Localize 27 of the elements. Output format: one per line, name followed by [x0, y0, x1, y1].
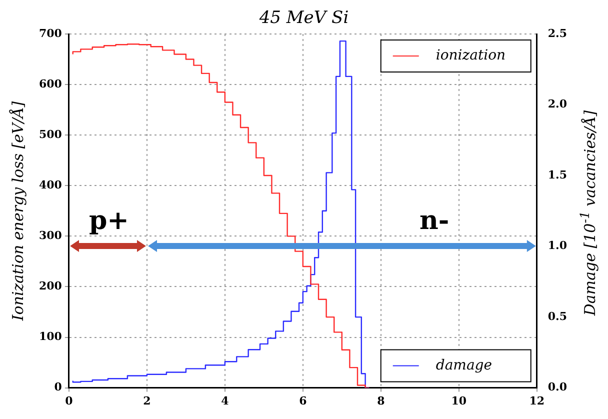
x-tick-label: 10 [451, 394, 467, 408]
y2-tick-label: 0.0 [548, 380, 568, 394]
y-tick-label: 400 [38, 178, 62, 192]
legend-label: damage [436, 357, 492, 374]
y-tick-label: 300 [38, 229, 62, 242]
x-tick-label: 4 [221, 394, 230, 408]
annotation: p+ [88, 206, 129, 236]
y2-tick-label: 2.0 [548, 98, 568, 111]
x-tick-label: 2 [143, 394, 151, 408]
chart-title: 45 MeV Si [258, 8, 350, 28]
y-tick-label: 500 [38, 128, 62, 141]
y-tick-label: 700 [38, 26, 62, 40]
x-tick-label: 12 [529, 394, 545, 408]
y2-tick-label: 0.5 [548, 310, 568, 323]
y2-tick-label: 1.0 [548, 239, 568, 252]
annotation: n- [419, 206, 450, 236]
legend-label: ionization [436, 48, 506, 64]
y2-tick-label: 2.5 [548, 26, 568, 40]
y-axis-title: Ionization energy loss [eV/Å] [9, 100, 27, 320]
y-tick-label: 200 [38, 280, 62, 293]
x-tick-label: 0 [65, 394, 74, 408]
x-tick-label: 6 [299, 394, 308, 408]
y-tick-label: 100 [38, 330, 62, 344]
y2-tick-label: 1.5 [548, 168, 568, 182]
x-tick-label: 8 [377, 394, 386, 408]
y-tick-label: 600 [38, 77, 62, 90]
y-tick-label: 0 [54, 380, 62, 394]
